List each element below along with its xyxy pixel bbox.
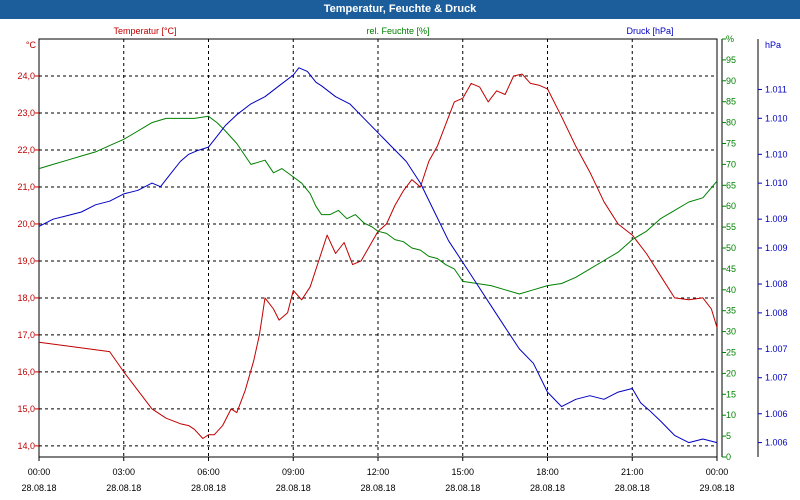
series-line-temperatur	[38, 73, 718, 439]
window-title: Temperatur, Feuchte & Druck	[0, 0, 800, 19]
x-tick-time: 06:00	[197, 467, 220, 477]
humidity-tick-label: 55	[726, 222, 736, 232]
humidity-tick-label: 45	[726, 264, 736, 274]
humidity-tick-label: 30	[726, 327, 736, 337]
x-tick-date: 28.08.18	[530, 483, 565, 493]
x-tick-time: 00:00	[706, 467, 729, 477]
humidity-tick-label: 60	[726, 201, 736, 211]
humidity-tick-label: 85	[726, 97, 736, 107]
temperature-tick-label: 17,0	[17, 330, 35, 340]
x-tick-time: 09:00	[282, 467, 305, 477]
temperature-tick-label: 24,0	[17, 71, 35, 81]
series-line-druck	[38, 67, 718, 444]
temperature-tick-label: 15,0	[17, 404, 35, 414]
temperature-tick-label: 16,0	[17, 367, 35, 377]
humidity-tick-label: 75	[726, 139, 736, 149]
humidity-tick-label: 40	[726, 285, 736, 295]
humidity-tick-label: 80	[726, 118, 736, 128]
x-tick-date: 28.08.18	[445, 483, 480, 493]
tick-labels: 00:00 28.08.18 03:00 28.08.18 06:00 28.08.18 0…	[17, 34, 787, 493]
temperature-tick-label: 20,0	[17, 219, 35, 229]
humidity-tick-label: 0	[726, 452, 731, 462]
pressure-tick-label: 1.010	[765, 149, 788, 159]
x-tick-date: 28.08.18	[615, 483, 650, 493]
pressure-unit-label: hPa	[765, 40, 781, 50]
pressure-tick-label: 1.007	[765, 373, 788, 383]
temperature-unit-label: °C	[26, 40, 37, 50]
x-tick-date: 28.08.18	[106, 483, 141, 493]
pressure-tick-label: 1.011	[765, 84, 787, 94]
humidity-tick-label: 35	[726, 306, 736, 316]
humidity-tick-label: 15	[726, 389, 736, 399]
pressure-tick-label: 1.009	[765, 214, 788, 224]
pressure-tick-label: 1.008	[765, 279, 788, 289]
humidity-tick-label: 25	[726, 348, 736, 358]
series-lines	[38, 67, 718, 444]
x-tick-date: 28.08.18	[360, 483, 395, 493]
grid-lines	[39, 39, 717, 457]
temperature-tick-label: 22,0	[17, 145, 35, 155]
x-tick-date: 28.08.18	[276, 483, 311, 493]
x-tick-time: 00:00	[28, 467, 51, 477]
temperature-tick-label: 19,0	[17, 256, 35, 266]
temperature-tick-label: 18,0	[17, 293, 35, 303]
pressure-tick-label: 1.007	[765, 344, 788, 354]
humidity-axis-label: rel. Feuchte [%]	[366, 26, 429, 36]
x-tick-date: 28.08.18	[191, 483, 226, 493]
x-tick-time: 21:00	[621, 467, 644, 477]
temperature-tick-label: 21,0	[17, 182, 35, 192]
temperature-tick-label: 23,0	[17, 108, 35, 118]
humidity-tick-label: %	[726, 34, 734, 44]
temperature-tick-label: 14,0	[17, 441, 35, 451]
pressure-tick-label: 1.006	[765, 409, 788, 419]
humidity-tick-label: 50	[726, 243, 736, 253]
humidity-tick-label: 5	[726, 431, 731, 441]
humidity-tick-label: 20	[726, 368, 736, 378]
x-tick-date: 28.08.18	[21, 483, 56, 493]
pressure-tick-label: 1.008	[765, 308, 788, 318]
humidity-tick-label: 95	[726, 55, 736, 65]
x-tick-time: 12:00	[367, 467, 390, 477]
x-tick-date: 29.08.18	[699, 483, 734, 493]
chart-area: Temperatur [°C] rel. Feuchte [%] Druck […	[17, 26, 787, 493]
pressure-tick-label: 1.006	[765, 438, 788, 448]
x-tick-time: 15:00	[451, 467, 474, 477]
humidity-tick-label: 65	[726, 180, 736, 190]
temperature-axis-label: Temperatur [°C]	[113, 26, 176, 36]
pressure-axis-label: Druck [hPa]	[626, 26, 673, 36]
series-line-rel-feuchte	[38, 115, 718, 295]
humidity-tick-label: 10	[726, 410, 736, 420]
x-tick-time: 18:00	[536, 467, 559, 477]
x-tick-time: 03:00	[112, 467, 135, 477]
pressure-tick-label: 1.010	[765, 113, 788, 123]
humidity-tick-label: 70	[726, 159, 736, 169]
pressure-tick-label: 1.010	[765, 178, 788, 188]
humidity-tick-label: 90	[726, 76, 736, 86]
pressure-tick-label: 1.009	[765, 243, 788, 253]
